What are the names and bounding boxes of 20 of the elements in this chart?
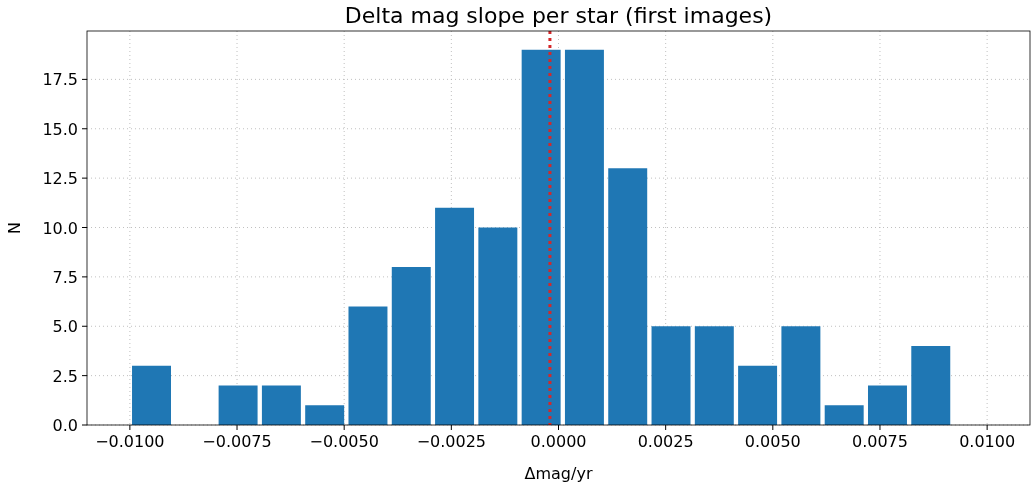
x-tick-label: 0.0100 [959,432,1016,451]
y-tick-label: 5.0 [52,317,78,337]
x-tick-label: 0.0025 [637,432,694,451]
x-axis-title: Δmag/yr [524,464,593,483]
y-tick-label: 0.0 [52,416,78,435]
x-tick-label: −0.0050 [309,432,379,451]
y-tick-label: 2.5 [52,366,78,386]
y-tick-label: 15.0 [42,119,78,139]
x-tick-label: 0.0000 [530,432,587,451]
x-tick-label: −0.0075 [202,432,272,451]
x-tick-label: −0.0100 [95,432,165,451]
y-tick-label: 7.5 [52,267,78,287]
x-tick-label: 0.0050 [744,432,801,451]
y-tick-label: 17.5 [42,70,78,90]
y-tick-label: 12.5 [42,169,78,189]
chart-title: Delta mag slope per star (first images) [344,3,773,28]
y-axis-title: N [5,222,24,234]
x-tick-label: 0.0075 [851,432,908,451]
x-tick-label: −0.0025 [416,432,487,451]
y-tick-label: 10.0 [42,218,78,238]
